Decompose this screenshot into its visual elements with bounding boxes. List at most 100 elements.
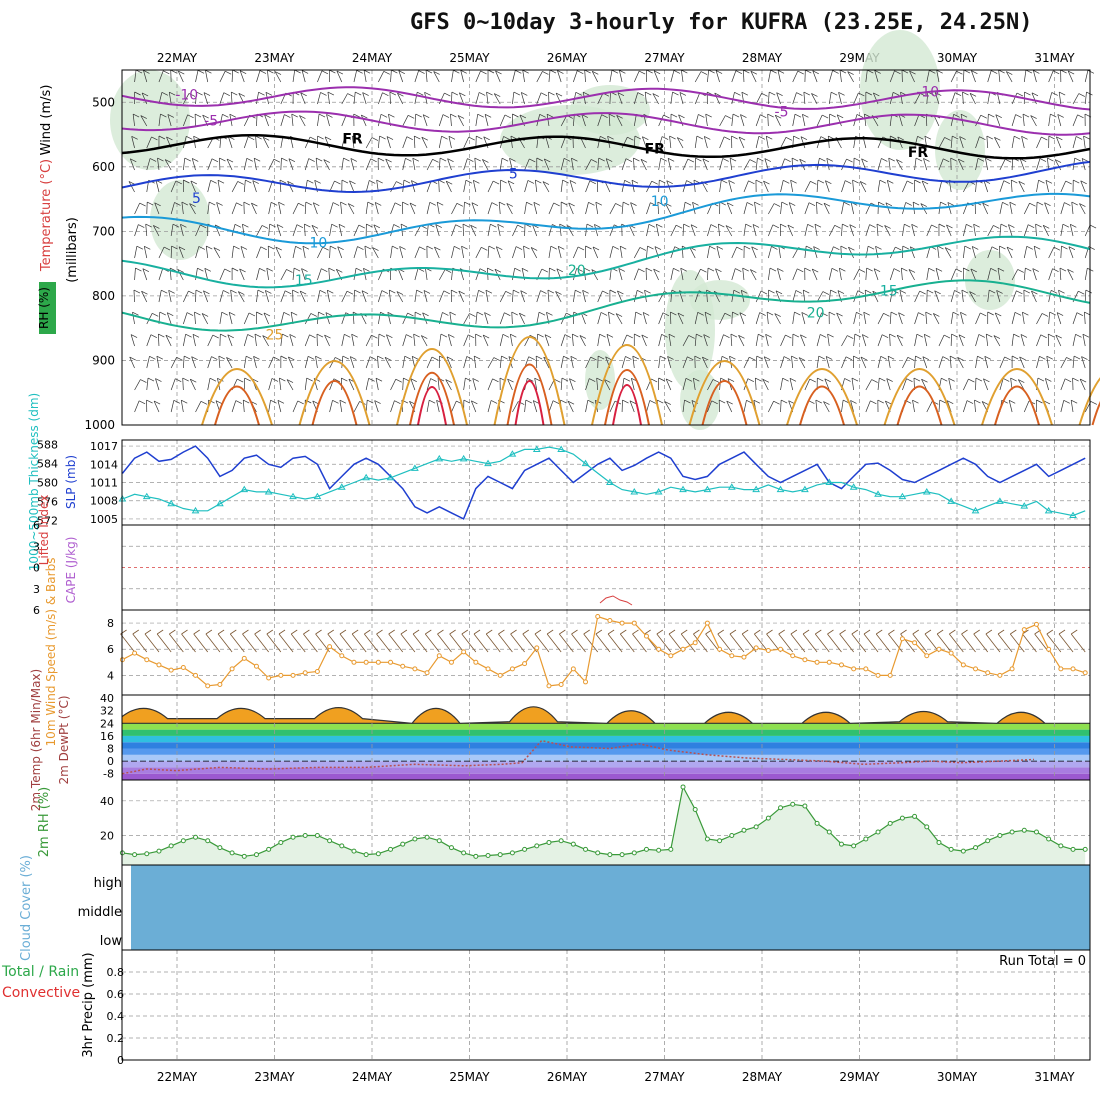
wind-barb-flag (357, 70, 363, 73)
wind-barb (1036, 313, 1042, 324)
wind-barb-flag (546, 312, 552, 315)
wind-barb-flag (782, 202, 788, 205)
wind-barb (403, 356, 405, 368)
wind-barb-flag (1064, 203, 1070, 206)
wind-barb (732, 71, 736, 82)
wind-barb (839, 268, 841, 280)
wind-barb (695, 72, 701, 82)
date-label-top: 27MAY (644, 51, 685, 65)
wind-barb (1012, 158, 1013, 170)
rh-point (535, 844, 539, 848)
wind-barb (154, 401, 159, 412)
wind-barb (841, 224, 842, 236)
wind-barb-flag (254, 158, 260, 161)
wind-barb (232, 401, 236, 412)
wind-barb-flag (310, 137, 316, 140)
wind-barb-10m-flag (669, 630, 675, 634)
wind-barb-10m-flag (1059, 630, 1065, 634)
wind-barb-flag (979, 334, 985, 337)
wind-barb (196, 70, 198, 82)
wind-barb (1046, 180, 1049, 192)
wind-barb-flag (828, 334, 834, 337)
wind-barb (464, 137, 469, 148)
wind-barb-flag (245, 378, 251, 381)
wind-barb (244, 158, 246, 170)
wind-speed-point (937, 647, 941, 651)
wind-barb-flag (1002, 202, 1008, 205)
rh-point (803, 804, 807, 808)
wind-barb (130, 357, 135, 368)
wind-barb (646, 400, 649, 412)
wind-barb (866, 268, 867, 280)
wind-barb-flag (194, 136, 200, 139)
wind-barb (391, 182, 397, 192)
wind-barb (622, 202, 623, 214)
wind-barb (1022, 312, 1024, 324)
wind-barb (439, 136, 441, 148)
wind-barb (439, 180, 440, 192)
wind-barb (963, 379, 968, 390)
wind-barb-flag (859, 269, 865, 272)
temp-band (122, 723, 1090, 729)
wind-barb (586, 181, 590, 192)
rh-point (230, 851, 234, 855)
wind-barb-10m-flag (742, 630, 748, 634)
wind-barb-flag (766, 136, 772, 139)
wind-barb (854, 269, 859, 280)
wind-barb-flag (784, 357, 790, 360)
wind-barb-flag (835, 225, 841, 228)
wind-barb-flag (218, 180, 224, 183)
temp-band (122, 755, 1090, 761)
wind-barb (449, 136, 451, 148)
rh-point (632, 851, 636, 855)
wind-barb (366, 335, 371, 346)
wind-barb (683, 159, 688, 170)
wind-barb (512, 70, 515, 82)
rh-point (254, 853, 258, 857)
wind-speed-point (291, 673, 295, 677)
wind-barb-flag (1016, 115, 1022, 118)
wind-barb-flag (734, 92, 740, 95)
wind-barb (1073, 136, 1076, 148)
wind-barb (720, 335, 724, 346)
wind-barb (927, 268, 929, 280)
wind-barb (464, 202, 465, 214)
wind-barb-flag (673, 92, 679, 95)
wind-barb (718, 224, 719, 236)
date-label-bottom: 27MAY (644, 1070, 685, 1084)
wind-barb-flag (479, 290, 485, 293)
wind-barb (375, 202, 378, 214)
wind-barb (488, 246, 489, 258)
wind-barb-flag (249, 313, 255, 316)
wind-barb (326, 114, 329, 126)
wind-barb (147, 356, 150, 368)
wind-barb-10m-flag (559, 630, 565, 634)
wind-barb-flag (1014, 334, 1020, 337)
contour-label: -5 (775, 104, 789, 120)
rh-tick: 20 (100, 830, 114, 843)
wind-barb-flag (867, 268, 873, 271)
wind-barb (232, 181, 238, 192)
wind-barb-flag (1038, 378, 1044, 381)
wind-barb (451, 401, 456, 412)
wind-barb (281, 115, 285, 126)
wind-barb-flag (649, 224, 655, 227)
wind-barb-flag (456, 225, 462, 228)
wind-barb-flag (1050, 312, 1056, 315)
wind-barb (695, 114, 698, 126)
temp-tick: 40 (100, 692, 114, 705)
contour-label: 15 (880, 284, 898, 300)
wind-barb-flag (396, 182, 402, 185)
wind-speed-point (681, 647, 685, 651)
rh-point (888, 821, 892, 825)
wind-barb (181, 400, 183, 412)
wind-barb-flag (671, 114, 677, 117)
wind-barb-flag (147, 202, 153, 205)
wind-barb-flag (311, 313, 317, 316)
wind-barb (1085, 225, 1090, 236)
wind-barb-10m (364, 634, 378, 652)
wind-barb (534, 202, 537, 214)
temp-band (122, 774, 1090, 780)
wind-barb (512, 92, 513, 104)
wind-barb-flag (553, 401, 559, 404)
